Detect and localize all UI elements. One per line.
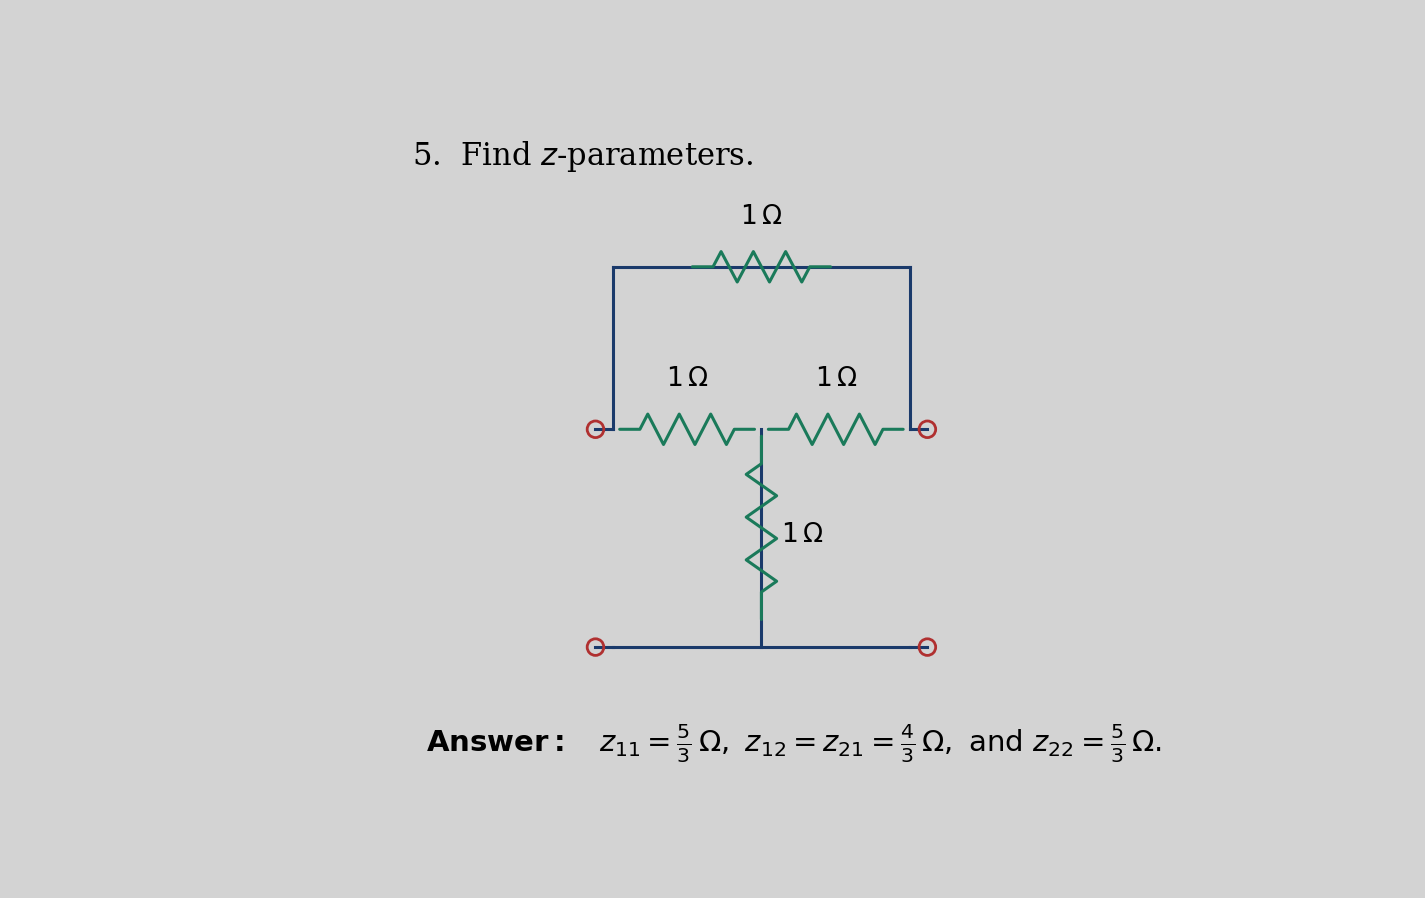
Text: $1\,\Omega$: $1\,\Omega$ (815, 366, 856, 392)
Text: $\mathbf{Answer:}\quad z_{11} = \frac{5}{3}\,\Omega,\ z_{12} = z_{21} = \frac{4}: $\mathbf{Answer:}\quad z_{11} = \frac{5}… (426, 723, 1163, 765)
Text: $1\,\Omega$: $1\,\Omega$ (781, 523, 824, 547)
Text: $1\,\Omega$: $1\,\Omega$ (741, 204, 782, 229)
Text: 5.  Find $z$-parameters.: 5. Find $z$-parameters. (412, 138, 754, 173)
Text: $1\,\Omega$: $1\,\Omega$ (665, 366, 708, 392)
